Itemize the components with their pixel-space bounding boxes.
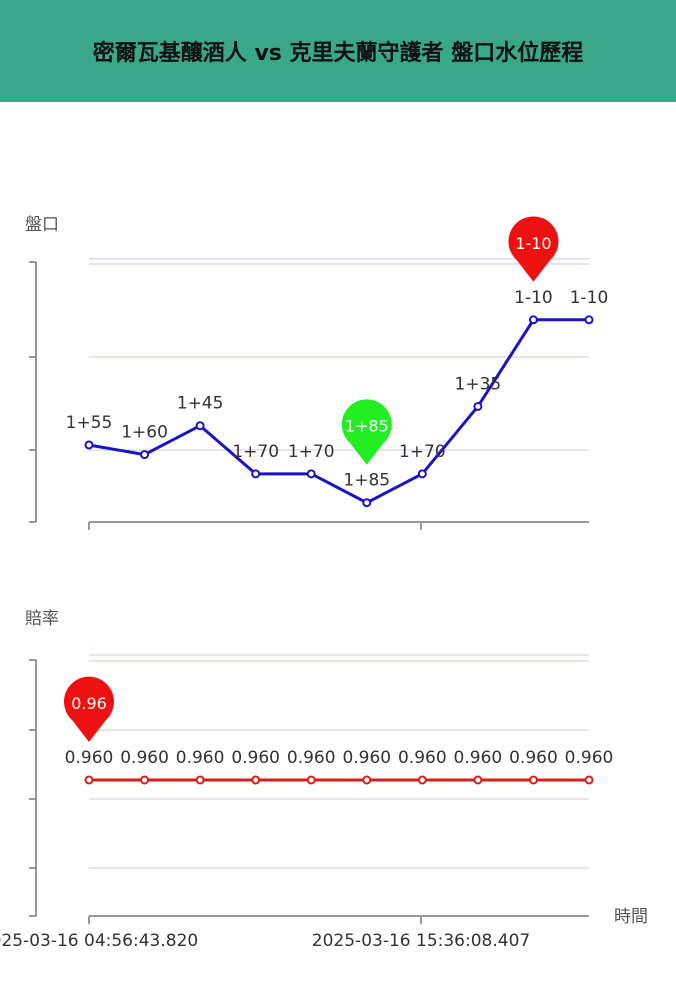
y-axis-label: 賠率: [25, 609, 59, 629]
page-header: 密爾瓦基釀酒人 vs 克里夫蘭守護者 盤口水位歷程: [0, 0, 676, 102]
data-point: [306, 775, 316, 785]
data-point: [84, 440, 94, 450]
data-point: [140, 450, 150, 460]
data-point: [362, 498, 372, 508]
data-label: 0.960: [342, 748, 391, 768]
data-point: [195, 421, 205, 431]
data-label: 1+70: [288, 442, 335, 462]
data-point: [528, 775, 538, 785]
handicap-chart: 盤口 1+55 1+60 1+45 1+70 1+70 1+85 1+70 1+35 1-10 1-…: [25, 215, 608, 530]
data-label: 1+85: [343, 471, 390, 491]
data-point: [473, 775, 483, 785]
series-line: [88, 318, 589, 505]
data-label: 1-10: [570, 288, 609, 308]
data-point: [84, 775, 94, 785]
marker-label: 0.96: [71, 694, 107, 713]
data-label: 1-10: [514, 288, 553, 308]
data-label: 0.960: [231, 748, 280, 768]
min-marker-pin: [341, 399, 392, 465]
marker-label: 1+85: [345, 417, 389, 436]
data-point: [251, 775, 261, 785]
data-point: [417, 469, 427, 479]
data-label: 0.960: [120, 748, 169, 768]
data-label: 0.960: [287, 748, 336, 768]
data-label: 1+35: [455, 374, 502, 394]
y-axis-label: 盤口: [25, 215, 59, 235]
max-marker-pin: [508, 216, 559, 282]
data-point: [306, 469, 316, 479]
data-point: [528, 315, 538, 325]
data-label: 0.960: [398, 748, 447, 768]
marker-label: 1-10: [515, 234, 551, 253]
data-label: 1+70: [232, 442, 279, 462]
data-label: 0.960: [454, 748, 503, 768]
data-point: [584, 315, 594, 325]
data-point: [362, 775, 372, 785]
x-tick-label: 2025-03-16 15:36:08.407: [312, 931, 530, 951]
x-axis-label: 時間: [614, 907, 648, 927]
data-label: 1+55: [66, 413, 113, 433]
max-marker-pin: [64, 676, 114, 742]
data-point: [140, 775, 150, 785]
data-point: [584, 775, 594, 785]
data-point: [251, 469, 261, 479]
data-point: [195, 775, 205, 785]
data-point: [417, 775, 427, 785]
data-label: 1+45: [177, 394, 224, 414]
data-label: 0.960: [176, 748, 225, 768]
page-title: 密爾瓦基釀酒人 vs 克里夫蘭守護者 盤口水位歷程: [92, 41, 584, 66]
data-label: 1+70: [399, 442, 446, 462]
data-label: 1+60: [121, 423, 168, 443]
x-tick-label: 2025-03-16 04:56:43.820: [0, 931, 198, 951]
data-point: [473, 401, 483, 411]
data-label: 0.960: [65, 748, 114, 768]
data-label: 0.960: [509, 748, 558, 768]
data-label: 0.960: [565, 748, 614, 768]
